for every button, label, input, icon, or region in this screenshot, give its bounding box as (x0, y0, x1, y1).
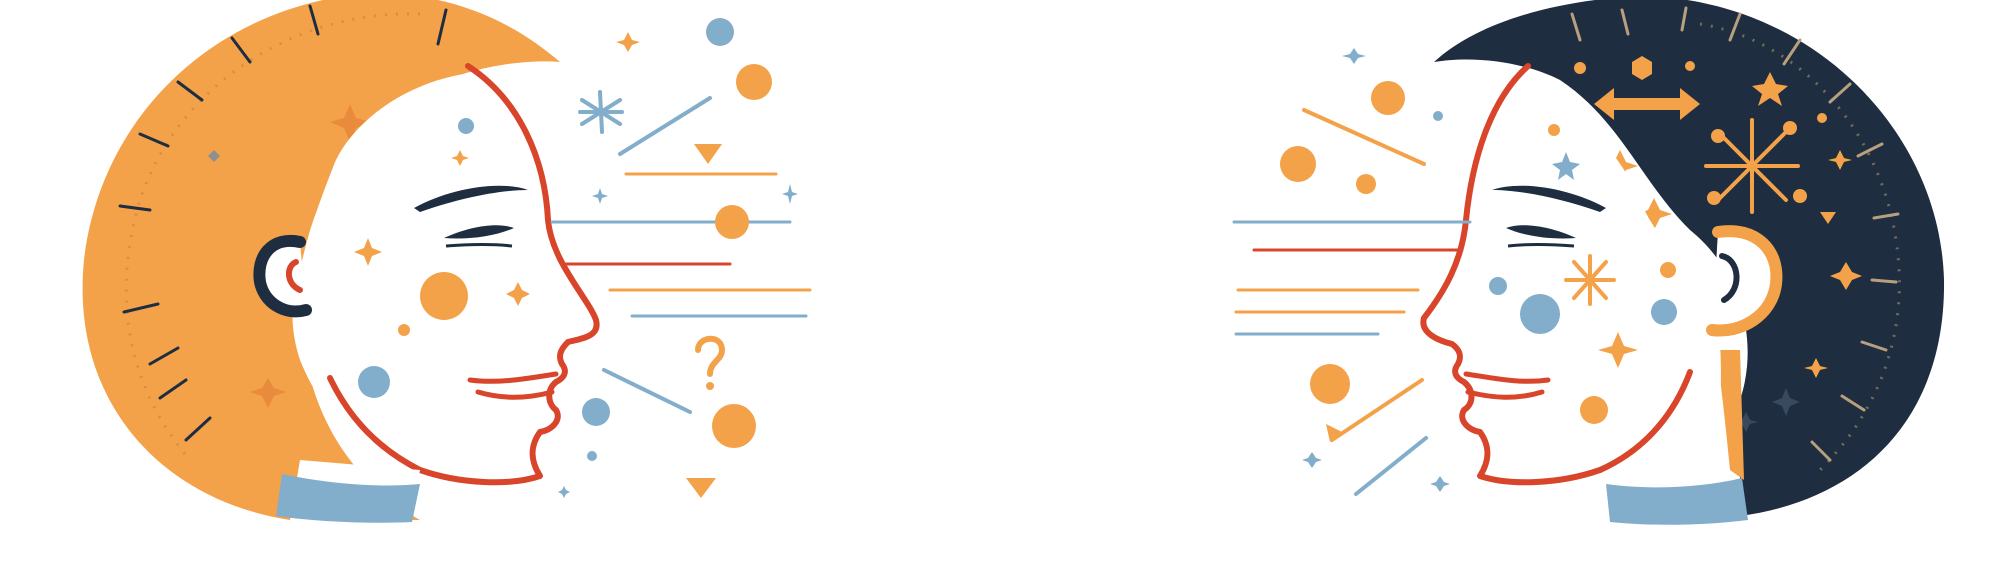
left-face-dot-blue (358, 366, 390, 398)
right-navy-decorations (1574, 56, 1862, 432)
right-jaw-line (1597, 369, 1693, 473)
sparkle-icon (1830, 262, 1862, 290)
triangle-icon (686, 478, 716, 498)
sparkle-icon (506, 282, 530, 306)
left-ear (253, 234, 312, 318)
right-face-dot-blue (1651, 299, 1677, 325)
left-orange-moon-background (82, 0, 560, 520)
right-lips (1463, 371, 1551, 400)
hexagon-icon (1632, 56, 1652, 80)
right-ear (1706, 225, 1783, 337)
sparkle-icon (1598, 332, 1638, 368)
asterisk-icon (578, 90, 624, 134)
sparkle-icon (1772, 388, 1800, 416)
star-icon (1752, 72, 1788, 106)
right-navy-background (1434, 0, 1945, 516)
left-profile-line (417, 63, 600, 486)
double-arrow-icon (1594, 88, 1700, 120)
right-dotted-arc (1699, 22, 1901, 472)
right-clock-ticks (1570, 6, 1900, 462)
right-collar (1606, 478, 1748, 525)
right-face-dot-blue (1520, 294, 1560, 334)
dot-orange (712, 404, 756, 448)
right-eyebrow (1492, 185, 1606, 212)
dot-orange (715, 205, 749, 239)
right-figure (1232, 0, 1945, 525)
asterisk-icon (1564, 254, 1616, 306)
sparkle-icon (1430, 476, 1450, 492)
question-mark-dot (706, 382, 714, 390)
triangle-icon (1820, 212, 1836, 224)
left-eyebrow (414, 185, 528, 212)
right-face-dot-orange (1548, 124, 1560, 136)
left-closed-eye (444, 225, 514, 239)
sparkle-icon (1342, 48, 1366, 64)
left-figure (82, 0, 812, 523)
burst-node (1707, 191, 1721, 205)
dot-orange (736, 64, 772, 100)
dot-orange (1574, 62, 1586, 74)
right-hair-accent (1716, 350, 1744, 480)
triangle-icon (694, 144, 722, 164)
sparkle-icon (1828, 150, 1852, 170)
dot-blue-small (1433, 111, 1443, 121)
sparkle-icon (1636, 198, 1672, 230)
question-mark-icon (695, 335, 726, 377)
sparkle-icon (1734, 412, 1758, 432)
triangle-icon (1326, 424, 1342, 442)
right-face-dot-orange (1580, 396, 1608, 424)
dot-blue (582, 398, 610, 426)
burst-node (1793, 189, 1807, 203)
sparkle-icon (1804, 358, 1828, 378)
sparkle-icon (558, 486, 570, 498)
sparkle-icon (451, 150, 469, 166)
left-lips (467, 371, 559, 400)
right-closed-eye (1506, 225, 1576, 239)
right-floating-shapes (1280, 48, 1450, 492)
left-face-dot-orange (420, 272, 468, 320)
dot-orange (1280, 146, 1316, 182)
asterisk-burst-icon (1704, 118, 1800, 214)
sparkle-icon (616, 32, 640, 52)
sparkle-icon (250, 378, 286, 408)
dot-blue-small (587, 451, 597, 461)
left-floating-shapes (558, 18, 798, 498)
dot-orange (1817, 113, 1827, 123)
left-clock-ticks (118, 4, 448, 442)
sparkle-icon (1302, 452, 1322, 468)
dot-orange (1356, 174, 1376, 194)
left-face-dot-orange-small (398, 324, 410, 336)
sparkle-icon (330, 104, 370, 142)
sparkle-icon (782, 184, 798, 204)
left-speed-lines (550, 96, 812, 414)
sparkle-icon (208, 150, 220, 162)
dot-blue (706, 18, 734, 46)
right-speed-lines (1232, 108, 1472, 496)
left-face-dot-blue-small (458, 118, 474, 134)
sparkle-icon (592, 188, 608, 204)
sparkle-icon (354, 238, 382, 266)
right-face-dot-blue-small (1489, 277, 1507, 295)
star-icon (1552, 152, 1580, 180)
burst-node (1783, 121, 1797, 135)
right-eye-lash (1507, 243, 1575, 248)
left-eye-lash (445, 243, 513, 248)
right-face-dot-orange (1660, 262, 1676, 278)
burst-node (1711, 129, 1725, 143)
dot-orange (1310, 364, 1350, 404)
left-collar (276, 474, 420, 523)
left-jaw-line (327, 375, 423, 473)
dot-orange (1371, 81, 1405, 115)
dot-orange (1685, 61, 1695, 71)
